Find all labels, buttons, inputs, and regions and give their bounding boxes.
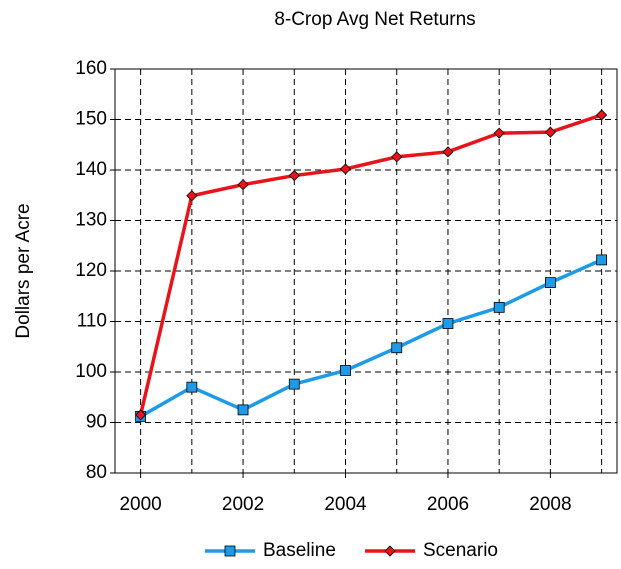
marker (288, 169, 300, 182)
y-tick-label: 120 (75, 260, 107, 281)
plot-frame (114, 68, 618, 474)
x-tick-label: 2008 (529, 494, 571, 515)
marker (596, 109, 608, 121)
x-tick-label: 2006 (427, 494, 469, 515)
marker (186, 190, 198, 202)
marker (544, 126, 556, 138)
marker (596, 254, 608, 266)
marker (237, 179, 249, 191)
y-tick-label: 80 (86, 462, 107, 483)
marker (442, 146, 454, 158)
marker (391, 342, 403, 354)
y-tick-label: 100 (75, 361, 107, 382)
marker (545, 277, 556, 289)
marker (442, 318, 454, 329)
marker (135, 409, 147, 421)
x-tick-label: 2004 (324, 494, 367, 515)
x-tick-label: 2002 (222, 494, 264, 515)
series-line (139, 258, 603, 418)
marker (384, 545, 396, 557)
y-tick-label: 130 (75, 210, 107, 231)
marker (224, 545, 236, 557)
marker (237, 404, 249, 416)
marker (340, 365, 351, 376)
y-tick-label: 140 (75, 159, 107, 180)
marker (339, 163, 352, 175)
y-axis-label: Dollars per Acre (13, 203, 34, 338)
y-tick-label: 90 (86, 412, 107, 433)
marker (186, 381, 198, 393)
y-tick-label: 110 (77, 311, 107, 332)
marker (493, 301, 505, 313)
marker (493, 127, 505, 139)
marker (391, 151, 403, 163)
chart-title: 8-Crop Avg Net Returns (274, 9, 475, 30)
y-tick-label: 150 (75, 109, 107, 130)
marker (288, 378, 300, 390)
series-line (138, 113, 603, 416)
y-tick-label: 160 (75, 58, 107, 79)
x-tick-label: 2000 (119, 494, 161, 515)
legend-label: Scenario (423, 540, 498, 561)
legend-label: Baseline (263, 540, 336, 561)
